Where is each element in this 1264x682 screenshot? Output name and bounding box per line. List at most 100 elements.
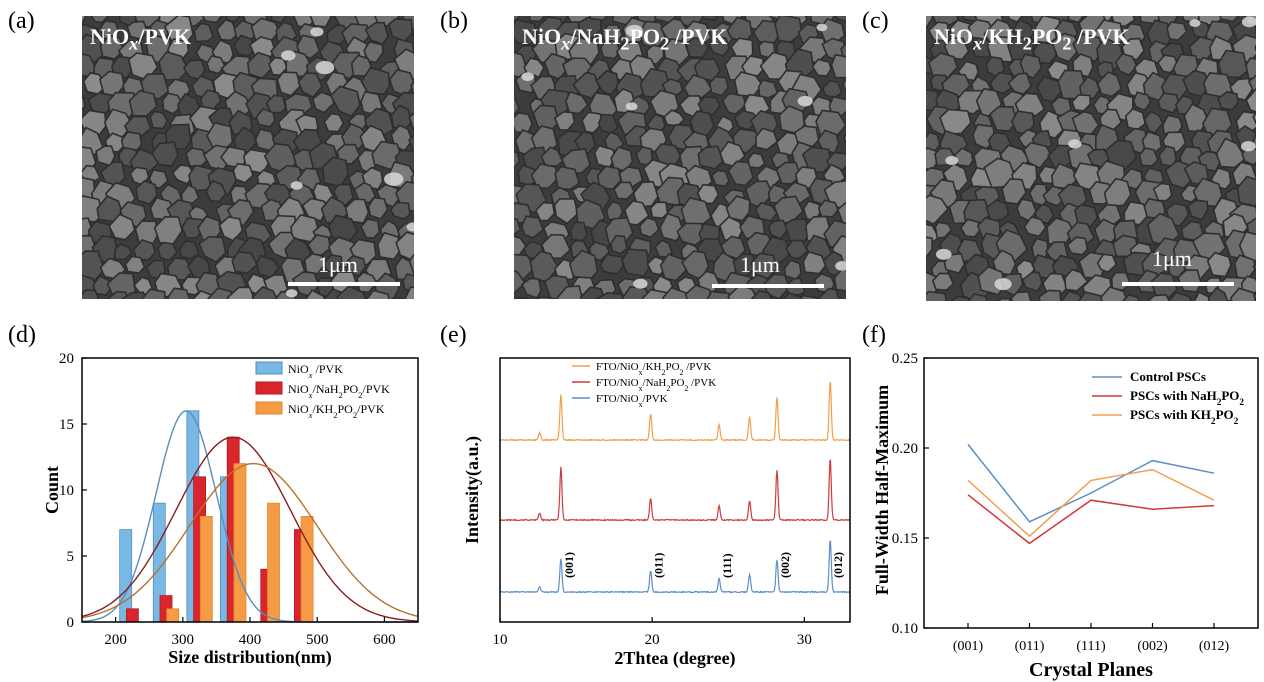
sem-grain — [108, 290, 128, 299]
sem-grain — [1245, 87, 1256, 113]
sem-grain — [1038, 289, 1062, 301]
sem-grain — [323, 112, 345, 133]
sem-grain — [233, 34, 258, 57]
sem-title-b: NiOx/NaH2PO2 /PVK — [522, 24, 728, 54]
size-distribution-chart: 200 300 400 500 600 0 5 10 15 20 NiOx /PVK NiOx/Na… — [42, 351, 419, 668]
sem-image-c: NiOx/KH2PO2 /PVK 1μm — [926, 16, 1256, 301]
sem-grain-texture — [926, 16, 1256, 301]
sem-bright-grain — [285, 289, 298, 298]
sem-grain — [82, 250, 106, 282]
sem-grain — [265, 94, 287, 114]
sem-grain-texture — [82, 16, 414, 299]
sem-grain — [205, 179, 227, 203]
sem-grain — [621, 248, 650, 278]
sem-grain — [133, 238, 157, 261]
sem-bright-grain — [521, 72, 534, 81]
sem-grain — [1176, 269, 1203, 293]
sem-grain — [967, 293, 988, 301]
sem-grain — [750, 289, 773, 299]
sem-grain — [1207, 286, 1229, 301]
sem-grain — [161, 92, 185, 115]
bar — [166, 608, 180, 623]
sem-grain — [580, 286, 606, 299]
y-axis-label: Count — [42, 466, 62, 514]
sem-grain — [1241, 145, 1256, 167]
sem-bright-grain — [633, 278, 648, 289]
bar — [233, 463, 247, 623]
sem-grain — [934, 221, 953, 240]
sem-grain — [811, 58, 832, 77]
y-tick-label: 0.15 — [892, 531, 918, 547]
xrd-pattern — [500, 381, 851, 442]
sem-grain — [151, 141, 179, 167]
sem-grain — [135, 179, 159, 206]
sem-grain — [166, 287, 191, 299]
sem-grain — [574, 131, 597, 154]
fwhm-series-line — [967, 494, 1215, 545]
sem-grain — [1007, 72, 1033, 96]
peak-label: (012) — [831, 552, 845, 578]
sem-grain — [1077, 291, 1103, 301]
sem-grain — [201, 16, 223, 24]
x-tick-label: (001) — [953, 639, 984, 654]
y-tick-label: 10 — [59, 483, 74, 499]
sem-grain — [1001, 178, 1027, 205]
sem-grain — [943, 36, 970, 61]
sem-grain — [251, 285, 279, 299]
sem-grain — [683, 74, 714, 99]
sem-bright-grain — [1189, 19, 1201, 28]
sem-grain — [754, 201, 779, 222]
sem-grain — [1061, 290, 1083, 301]
sem-grain — [514, 18, 539, 46]
sem-grain — [926, 290, 948, 301]
legend-swatch — [255, 361, 283, 375]
y-tick-label: 0 — [67, 615, 75, 631]
sem-grain-texture — [514, 16, 846, 299]
sem-grain — [613, 181, 635, 200]
fit-curve — [81, 436, 419, 622]
sem-grain — [696, 183, 720, 205]
scale-bar-a — [288, 282, 400, 286]
sem-grain — [985, 198, 1010, 222]
x-tick-label: 400 — [239, 632, 262, 648]
y-tick-label: 0.10 — [892, 621, 918, 637]
sem-grain — [353, 181, 377, 204]
fwhm-chart: (001) (011) (111) (002) (012) 0.10 0.15 0.20 0.2… — [872, 351, 1259, 681]
sem-grain — [685, 37, 710, 59]
sem-bright-grain — [290, 181, 303, 190]
sem-grain — [801, 146, 832, 174]
sem-grain — [1007, 16, 1024, 23]
bar — [300, 515, 314, 623]
x-tick-label: 20 — [645, 632, 660, 648]
y-tick-label: 0.20 — [892, 441, 918, 457]
sem-grain — [939, 108, 972, 135]
sem-grain — [360, 218, 381, 239]
sem-bright-grain — [406, 222, 414, 232]
sem-grain — [360, 66, 391, 96]
bar — [199, 515, 213, 623]
sem-grain — [297, 72, 323, 99]
sem-grain — [1187, 199, 1209, 221]
scale-label-c: 1μm — [1152, 246, 1192, 271]
sem-grain — [389, 201, 411, 220]
sem-grain — [621, 285, 651, 299]
panel-label-c: (c) — [862, 8, 889, 34]
sem-grain — [90, 16, 110, 24]
x-tick-label: (011) — [1015, 639, 1045, 654]
sem-grain — [844, 167, 846, 180]
sem-grain — [697, 145, 724, 170]
sem-bright-grain — [1241, 141, 1256, 152]
sem-grain — [609, 234, 628, 255]
sem-grain — [1100, 286, 1128, 301]
sem-image-a: NiOx/PVK 1μm — [82, 16, 414, 299]
sem-grain — [954, 147, 974, 168]
sem-grain — [114, 242, 133, 261]
panel-label-f: (f) — [862, 322, 886, 348]
legend-label: NiOx /PVK — [288, 362, 343, 380]
legend-label: NiOx/KH2PO2/PVK — [288, 402, 385, 420]
sem-grain — [757, 79, 779, 99]
sem-grain — [1096, 71, 1123, 98]
sem-bright-grain — [281, 50, 296, 61]
sem-grain — [555, 285, 584, 299]
sem-grain — [206, 55, 226, 75]
